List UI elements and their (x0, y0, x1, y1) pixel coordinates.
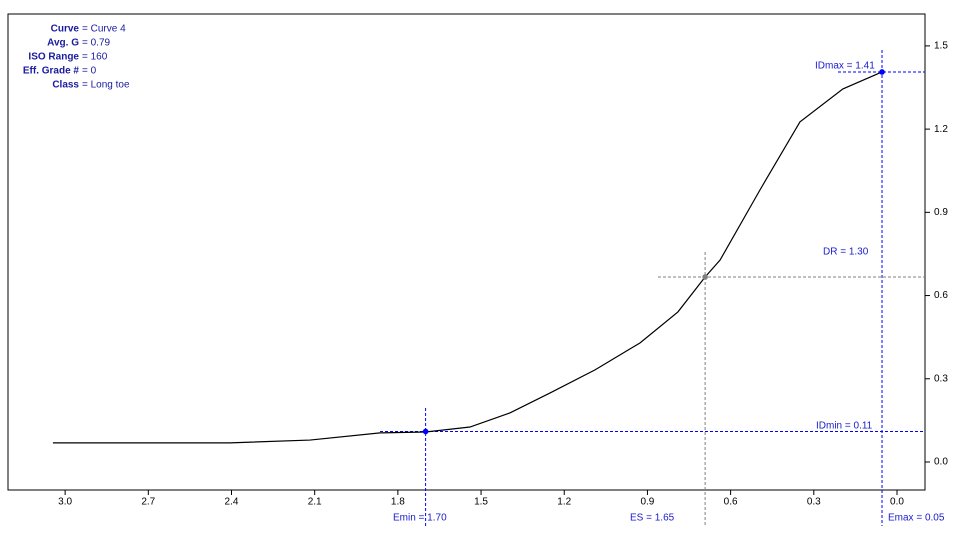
plot-frame (7, 13, 926, 491)
curve (52, 71, 883, 444)
x-tick-label: 0.9 (640, 497, 654, 508)
annotation: ES = 1.65 (630, 513, 675, 524)
y-tick-label: 1.5 (934, 41, 948, 52)
info-label: Curve (51, 24, 80, 35)
info-label: Class (52, 80, 79, 91)
x-tick-label: 3.0 (58, 497, 72, 508)
x-tick-label: 1.5 (474, 497, 488, 508)
info-value: = Long toe (82, 80, 130, 91)
x-tick-label: 1.8 (391, 497, 405, 508)
y-tick-label: 0.0 (934, 457, 948, 468)
info-label: ISO Range (28, 52, 79, 63)
x-tick-label: 2.4 (225, 497, 239, 508)
y-tick-label: 0.6 (934, 290, 948, 301)
y-tick-label: 0.9 (934, 207, 948, 218)
marker (422, 428, 429, 435)
info-value: = Curve 4 (82, 24, 126, 35)
annotation: IDmin = 0.11 (816, 421, 873, 432)
annotation: DR = 1.30 (823, 247, 869, 258)
annotation: Emax = 0.05 (888, 513, 945, 524)
marker (702, 274, 708, 280)
x-tick-label: 1.2 (557, 497, 571, 508)
info-value: = 160 (82, 52, 108, 63)
y-tick-label: 1.2 (934, 124, 948, 135)
y-tick-label: 0.3 (934, 373, 948, 384)
x-tick-label: 0.3 (807, 497, 821, 508)
info-value: = 0 (82, 66, 97, 77)
x-tick-label: 0.6 (724, 497, 738, 508)
info-value: = 0.79 (82, 38, 111, 49)
marker (879, 69, 885, 75)
x-tick-label: 2.7 (141, 497, 155, 508)
info-label: Avg. G (47, 38, 79, 49)
x-tick-label: 0.0 (890, 497, 904, 508)
annotation: Emin = 1.70 (393, 513, 447, 524)
info-label: Eff. Grade # (23, 66, 80, 77)
x-tick-label: 2.1 (308, 497, 322, 508)
annotation: IDmax = 1.41 (815, 61, 875, 72)
